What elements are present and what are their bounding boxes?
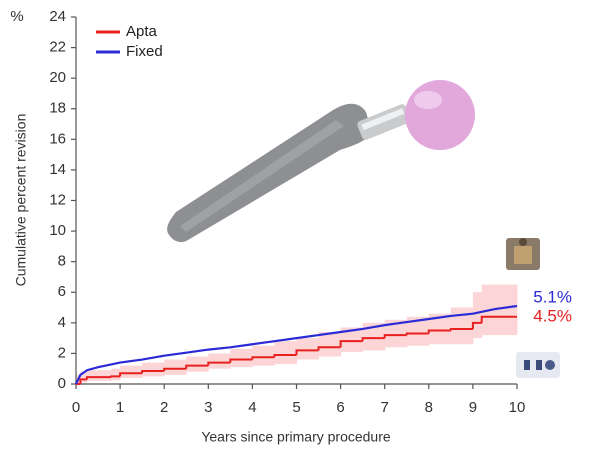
x-axis-label: Years since primary procedure <box>201 429 391 445</box>
x-tick-label: 5 <box>292 399 300 416</box>
y-tick-label: 16 <box>49 130 66 147</box>
confidence-band <box>208 353 231 368</box>
confidence-band <box>142 363 165 377</box>
y-tick-label: 24 <box>49 8 66 25</box>
ripo-logo <box>516 352 560 378</box>
x-tick-label: 0 <box>72 399 80 416</box>
confidence-band <box>120 366 143 378</box>
legend-label: Fixed <box>126 43 163 60</box>
y-tick-label: 4 <box>58 314 66 331</box>
y-tick-label: 18 <box>49 100 66 117</box>
y-tick-label: 12 <box>49 191 66 208</box>
registry-logo <box>506 238 540 270</box>
confidence-band <box>164 360 187 375</box>
y-axis-label: Cumulative percent revision <box>13 114 29 287</box>
x-tick-label: 4 <box>248 399 256 416</box>
confidence-band <box>473 292 482 338</box>
x-tick-label: 3 <box>204 399 212 416</box>
end-label: 5.1% <box>533 287 572 306</box>
x-tick-label: 2 <box>160 399 168 416</box>
implant-illustration <box>167 80 475 242</box>
x-tick-label: 9 <box>469 399 477 416</box>
chart: % Cumulative percent revision Years sinc… <box>0 0 593 449</box>
y-tick-label: 10 <box>49 222 66 239</box>
y-tick-label: 0 <box>58 375 66 392</box>
confidence-band <box>297 338 320 359</box>
x-tick-label: 7 <box>381 399 389 416</box>
apta-step <box>111 376 120 377</box>
confidence-band <box>186 356 209 371</box>
confidence-band <box>230 349 253 367</box>
y-unit: % <box>10 8 23 25</box>
x-tick-label: 6 <box>336 399 344 416</box>
legend-label: Apta <box>126 23 158 40</box>
y-tick-label: 6 <box>58 283 66 300</box>
confidence-band <box>274 341 297 364</box>
end-label: 4.5% <box>533 307 572 326</box>
x-tick-label: 10 <box>509 399 526 416</box>
x-tick-label: 1 <box>116 399 124 416</box>
y-tick-label: 22 <box>49 39 66 56</box>
y-tick-label: 20 <box>49 69 66 86</box>
y-tick-label: 8 <box>58 253 66 270</box>
y-tick-label: 14 <box>49 161 66 178</box>
x-tick-label: 8 <box>425 399 433 416</box>
y-tick-label: 2 <box>58 344 66 361</box>
confidence-band <box>87 370 112 381</box>
confidence-band <box>252 346 275 366</box>
